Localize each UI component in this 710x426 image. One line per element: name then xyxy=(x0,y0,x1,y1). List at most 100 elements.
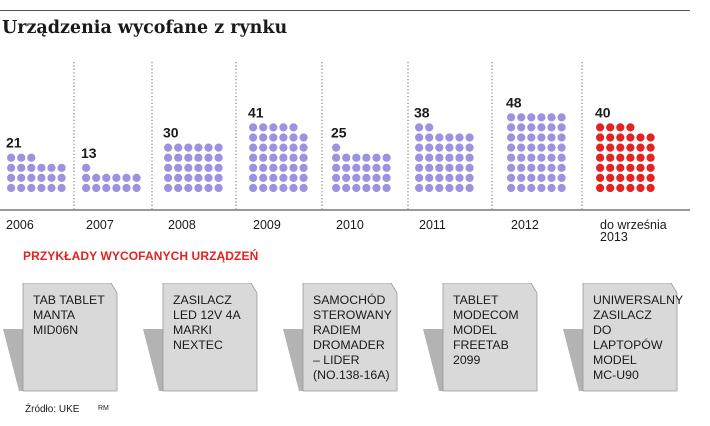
dot-mark xyxy=(164,163,173,172)
dot-mark xyxy=(17,153,26,162)
example-card-line: ZASILACZ xyxy=(593,308,652,322)
dot-mark xyxy=(164,143,173,152)
x-tick-label: 2008 xyxy=(168,218,196,232)
dot-mark xyxy=(465,133,474,142)
dot-mark xyxy=(332,153,341,162)
example-card-line: – LIDER xyxy=(313,353,360,367)
dot-mark xyxy=(214,183,223,193)
x-tick-label: 2006 xyxy=(6,218,34,232)
dot-mark xyxy=(626,183,635,193)
dot-mark xyxy=(606,183,615,193)
dot-mark xyxy=(249,123,258,132)
dot-mark xyxy=(259,173,268,182)
dot-mark xyxy=(445,143,454,152)
example-card-text: ZASILACZ LED 12V 4A MARKI NEXTEC xyxy=(173,293,255,353)
dot-mark xyxy=(184,183,193,193)
dot-mark xyxy=(435,153,444,162)
dot-mark xyxy=(557,163,566,172)
dot-mark xyxy=(507,143,516,152)
dot-mark xyxy=(342,183,351,193)
dot-mark xyxy=(636,163,645,172)
dot-mark xyxy=(194,143,203,152)
dot-mark xyxy=(606,153,615,162)
dot-mark xyxy=(352,163,361,172)
dot-mark xyxy=(122,173,131,182)
dot-mark xyxy=(537,133,546,142)
dot-mark xyxy=(279,183,288,193)
dot-mark xyxy=(646,163,655,172)
chart-title: Urządzenia wycofane z rynku xyxy=(2,18,288,38)
dot-mark xyxy=(455,183,464,193)
example-card-text: UNIWERSALNY ZASILACZ DO LAPTOPÓW MODEL MC-U9… xyxy=(593,293,684,383)
dot-mark xyxy=(626,143,635,152)
dot-mark xyxy=(557,123,566,132)
dot-mark xyxy=(415,143,424,152)
example-card-line: MODEL xyxy=(593,353,637,367)
dot-mark xyxy=(132,173,141,182)
dot-mark xyxy=(606,163,615,172)
dot-mark xyxy=(269,143,278,152)
dot-mark xyxy=(214,163,223,172)
dot-mark xyxy=(646,183,655,193)
value-label: 25 xyxy=(331,125,347,141)
dot-mark xyxy=(507,123,516,132)
dot-mark xyxy=(194,183,203,193)
dot-mark xyxy=(164,153,173,162)
dot-mark xyxy=(259,163,268,172)
dot-mark xyxy=(7,163,16,172)
dot-mark xyxy=(455,133,464,142)
example-card: TAB TABLET MANTA MID06N xyxy=(3,283,118,392)
dot-mark xyxy=(249,183,258,193)
dot-mark xyxy=(547,163,556,172)
dot-mark xyxy=(547,183,556,193)
dot-mark xyxy=(455,173,464,182)
dot-mark xyxy=(435,173,444,182)
value-label: 40 xyxy=(595,104,611,120)
dot-mark xyxy=(616,183,625,193)
dot-mark xyxy=(425,173,434,182)
dot-mark xyxy=(92,183,101,193)
dot-mark xyxy=(616,153,625,162)
dot-mark xyxy=(557,143,566,152)
dot-mark xyxy=(415,163,424,172)
dot-mark xyxy=(445,133,454,142)
dot-mark xyxy=(547,133,556,142)
example-card-line: MODECOM xyxy=(453,308,519,322)
dot-mark xyxy=(435,143,444,152)
dot-mark xyxy=(332,143,341,152)
dot-mark xyxy=(415,183,424,193)
dot-mark xyxy=(537,153,546,162)
dot-mark xyxy=(362,153,371,162)
dot-mark xyxy=(47,173,56,182)
dot-mark xyxy=(37,183,46,193)
dot-mark xyxy=(507,173,516,182)
dot-mark xyxy=(164,183,173,193)
dot-mark xyxy=(289,143,298,152)
dot-mark xyxy=(557,133,566,142)
folder-icon xyxy=(3,283,118,392)
dot-mark xyxy=(646,173,655,182)
dot-mark xyxy=(415,153,424,162)
dot-mark xyxy=(507,133,516,142)
dot-mark xyxy=(636,173,645,182)
example-card-line: UNIWERSALNY xyxy=(593,293,684,307)
dot-mark xyxy=(299,133,308,142)
dot-mark xyxy=(606,173,615,182)
dot-mark xyxy=(27,173,36,182)
dot-mark xyxy=(465,163,474,172)
dot-mark xyxy=(517,163,526,172)
dot-mark xyxy=(174,143,183,152)
dot-mark xyxy=(382,153,391,162)
dot-mark xyxy=(279,133,288,142)
dot-mark xyxy=(164,173,173,182)
dot-mark xyxy=(112,183,121,193)
dot-mark xyxy=(332,183,341,193)
example-card-line: LED 12V 4A xyxy=(173,308,241,322)
dot-mark xyxy=(289,153,298,162)
example-card-text: TABLET MODECOM MODEL FREETAB 2099 xyxy=(453,293,535,368)
dot-mark xyxy=(279,123,288,132)
dot-mark xyxy=(547,113,556,122)
value-label: 30 xyxy=(163,125,179,141)
example-card-line: MID06N xyxy=(33,323,79,337)
dot-mark xyxy=(102,183,111,193)
